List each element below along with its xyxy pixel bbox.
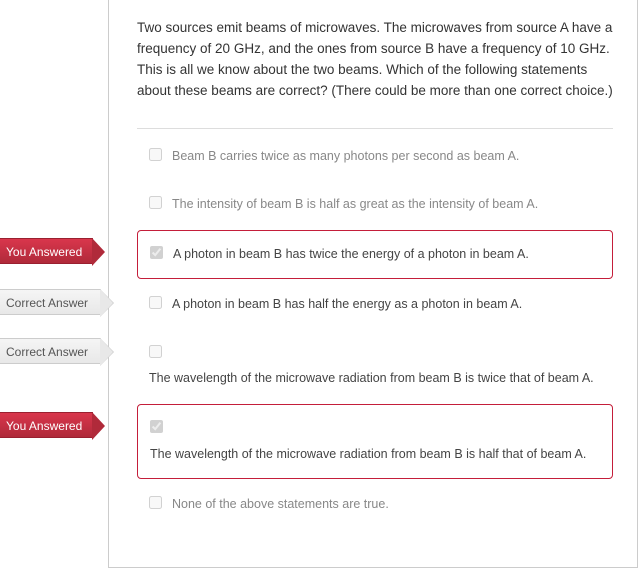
option-wrap: None of the above statements are true.: [109, 481, 637, 528]
option-checkbox[interactable]: [149, 296, 162, 309]
option-text: The wavelength of the microwave radiatio…: [149, 369, 599, 388]
you-answered-flag: You Answered: [0, 412, 93, 438]
options-list: Beam B carries twice as many photons per…: [109, 133, 637, 528]
divider: [137, 128, 613, 129]
option-text: A photon in beam B has half the energy a…: [172, 295, 599, 314]
option-wrap: The intensity of beam B is half as great…: [109, 181, 637, 228]
answer-option[interactable]: Beam B carries twice as many photons per…: [137, 133, 613, 180]
option-checkbox[interactable]: [149, 496, 162, 509]
option-wrap: You AnsweredThe wavelength of the microw…: [109, 404, 637, 479]
answer-option[interactable]: A photon in beam B has twice the energy …: [137, 230, 613, 279]
option-wrap: Beam B carries twice as many photons per…: [109, 133, 637, 180]
question-card: Two sources emit beams of microwaves. Th…: [108, 0, 638, 568]
correct-answer-flag: Correct Answer: [0, 338, 101, 364]
option-checkbox[interactable]: [150, 246, 163, 259]
option-checkbox[interactable]: [149, 345, 162, 358]
correct-answer-flag: Correct Answer: [0, 289, 101, 315]
option-text: The intensity of beam B is half as great…: [172, 195, 599, 214]
option-text: A photon in beam B has twice the energy …: [173, 245, 598, 264]
you-answered-flag: You Answered: [0, 238, 93, 264]
answer-option[interactable]: The intensity of beam B is half as great…: [137, 181, 613, 228]
answer-option[interactable]: None of the above statements are true.: [137, 481, 613, 528]
question-text: Two sources emit beams of microwaves. Th…: [109, 0, 637, 128]
option-wrap: Correct AnswerThe wavelength of the micr…: [109, 330, 637, 403]
answer-option[interactable]: A photon in beam B has half the energy a…: [137, 281, 613, 328]
option-wrap: You AnsweredA photon in beam B has twice…: [109, 230, 637, 279]
option-checkbox[interactable]: [149, 148, 162, 161]
option-checkbox[interactable]: [149, 196, 162, 209]
option-wrap: Correct AnswerA photon in beam B has hal…: [109, 281, 637, 328]
option-checkbox[interactable]: [150, 420, 163, 433]
option-text: None of the above statements are true.: [172, 495, 599, 514]
option-text: Beam B carries twice as many photons per…: [172, 147, 599, 166]
answer-option[interactable]: The wavelength of the microwave radiatio…: [137, 404, 613, 479]
answer-option[interactable]: The wavelength of the microwave radiatio…: [137, 330, 613, 403]
option-text: The wavelength of the microwave radiatio…: [150, 445, 598, 464]
